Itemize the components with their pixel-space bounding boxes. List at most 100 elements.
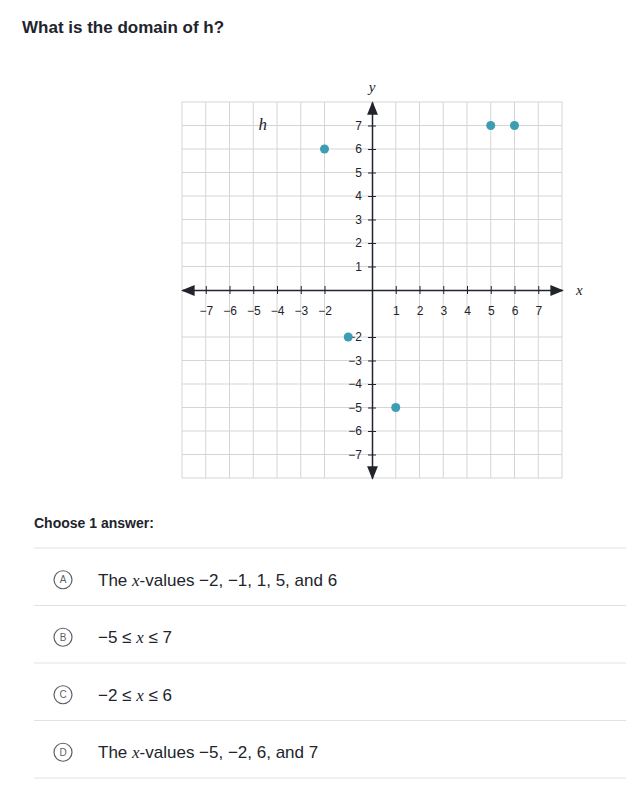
y-tick-label: 1 — [355, 260, 362, 274]
y-tick-mark — [368, 337, 376, 338]
y-tick-mark — [368, 173, 376, 174]
choice-text: −5 ≤ x ≤ 7 — [98, 628, 172, 647]
x-tick: 5 — [488, 286, 495, 318]
choice[interactable]: A The x-values −2, −1, 1, 5, and 6 — [54, 571, 337, 590]
x-tick: 1 — [393, 286, 400, 318]
y-tick-label: 7 — [355, 119, 362, 133]
x-tick-label: 6 — [512, 304, 519, 318]
choice-bubble — [54, 628, 72, 646]
x-tick: −3 — [294, 286, 308, 318]
x-tick: 7 — [535, 286, 542, 318]
y-tick: −6 — [348, 424, 376, 438]
x-tick-label: −4 — [271, 304, 285, 318]
x-tick-mark — [253, 286, 254, 294]
choice-bubble — [54, 571, 72, 589]
x-tick-mark — [230, 286, 231, 294]
y-tick: 2 — [355, 236, 376, 250]
x-tick-mark — [325, 286, 326, 294]
y-tick-label: −4 — [348, 377, 362, 391]
chart: −7−6−5−4−3−21234567−7−6−5−4−3−21234567xy… — [182, 79, 583, 479]
x-tick-mark — [538, 286, 539, 294]
y-tick-label: 2 — [355, 236, 362, 250]
x-tick: 3 — [440, 286, 447, 318]
choice-bubble — [54, 743, 72, 761]
points — [320, 121, 519, 412]
y-tick-mark — [368, 220, 376, 221]
x-tick-mark — [277, 286, 278, 294]
separator — [34, 778, 626, 779]
y-axis-line — [372, 103, 374, 479]
x-tick-mark — [443, 286, 444, 294]
y-tick-mark — [368, 267, 376, 268]
x-tick: −4 — [271, 286, 285, 318]
y-tick-mark — [368, 384, 376, 385]
x-tick-mark — [491, 286, 492, 294]
choice-text: −2 ≤ x ≤ 6 — [98, 686, 172, 705]
x-tick-label: 3 — [440, 304, 447, 318]
choice[interactable]: DThe x-values −5, −2, 6, and 7 — [54, 743, 318, 762]
y-tick: 6 — [355, 142, 376, 156]
separator — [34, 663, 626, 664]
annotation: h — [259, 115, 268, 134]
y-tick-label: −7 — [348, 448, 362, 462]
y-tick-mark — [368, 196, 376, 197]
point — [344, 333, 353, 342]
x-axis-label: x — [575, 282, 583, 298]
y-tick: −7 — [348, 448, 376, 462]
choice-text: The x-values −2, −1, 1, 5, and 6 — [98, 571, 337, 590]
x-tick-label: −5 — [247, 304, 261, 318]
choice-letter: A — [60, 574, 67, 585]
point — [391, 403, 400, 412]
choice[interactable]: B −5 ≤ x ≤ 7 — [54, 628, 172, 647]
separator — [34, 548, 626, 549]
grid — [182, 102, 562, 478]
x-tick-mark — [515, 286, 516, 294]
y-tick-label: −6 — [348, 424, 362, 438]
y-tick-mark — [368, 408, 376, 409]
choice-letter: C — [59, 689, 66, 700]
y-tick-label: 3 — [355, 213, 362, 227]
x-tick: −2 — [318, 286, 332, 318]
y-tick-label: 5 — [355, 166, 362, 180]
x-tick-mark — [396, 286, 397, 294]
x-tick-mark — [420, 286, 421, 294]
y-tick: −3 — [348, 354, 376, 368]
y-tick-mark — [368, 455, 376, 456]
y-tick-mark — [368, 126, 376, 127]
x-tick-label: −6 — [223, 304, 237, 318]
choice[interactable]: C −2 ≤ x ≤ 6 — [54, 686, 172, 705]
choice-bubble — [54, 686, 72, 704]
y-tick-label: −3 — [348, 354, 362, 368]
y-tick: −4 — [348, 377, 376, 391]
y-tick-mark — [368, 243, 376, 244]
question: What is the domain of h? — [22, 18, 224, 37]
x-tick-label: −7 — [199, 304, 213, 318]
x-tick-label: 4 — [464, 304, 471, 318]
point — [486, 121, 495, 130]
prompt: Choose 1 answer: — [34, 515, 154, 531]
x-tick: 2 — [417, 286, 424, 318]
point — [510, 121, 519, 130]
y-axis: −7−6−5−4−3−21234567 — [348, 103, 376, 479]
y-tick: 3 — [355, 213, 376, 227]
y-tick-label: 6 — [355, 142, 362, 156]
x-tick: −6 — [223, 286, 237, 318]
point — [320, 145, 329, 154]
page: What is the domain of h? −7 −6 −5 −4 −3 −2 1 2 3 4… — [0, 0, 626, 806]
y-tick: −5 — [348, 401, 376, 415]
x-tick-label: 1 — [393, 304, 400, 318]
x-tick-label: 2 — [417, 304, 424, 318]
separator — [34, 605, 626, 606]
y-tick: 1 — [355, 260, 376, 274]
x-tick: 4 — [464, 286, 471, 318]
x-tick-mark — [301, 286, 302, 294]
x-tick-label: 5 — [488, 304, 495, 318]
y-tick-mark — [368, 361, 376, 362]
x-tick-label: −2 — [318, 304, 332, 318]
x-tick-label: 7 — [535, 304, 542, 318]
x-tick: −5 — [247, 286, 261, 318]
choice-letter: B — [60, 632, 67, 643]
y-tick-mark — [368, 149, 376, 150]
y-axis-label: y — [367, 79, 376, 95]
y-tick-label: 4 — [355, 189, 362, 203]
